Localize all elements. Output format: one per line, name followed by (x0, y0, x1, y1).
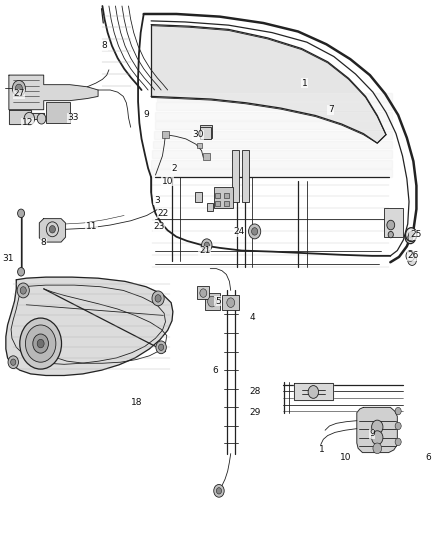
Circle shape (18, 209, 25, 217)
Text: 21: 21 (199, 246, 210, 255)
Bar (200, 125, 212, 138)
Text: 24: 24 (234, 228, 245, 237)
Circle shape (406, 251, 415, 261)
Text: 8: 8 (102, 42, 107, 51)
Circle shape (204, 242, 209, 248)
Bar (215, 200, 220, 206)
Circle shape (156, 341, 166, 354)
Text: 10: 10 (340, 454, 352, 463)
Bar (215, 193, 220, 198)
Text: 7: 7 (328, 105, 334, 114)
Text: 29: 29 (249, 408, 260, 417)
Polygon shape (9, 75, 98, 110)
Text: 18: 18 (131, 398, 143, 407)
Circle shape (8, 356, 18, 368)
Circle shape (406, 228, 417, 241)
Circle shape (248, 224, 261, 239)
Text: 1: 1 (319, 446, 325, 455)
Circle shape (395, 438, 401, 446)
Circle shape (388, 231, 393, 238)
Text: 9: 9 (143, 110, 149, 119)
Text: 22: 22 (158, 209, 169, 218)
Bar (384, 208, 403, 237)
Circle shape (18, 268, 25, 276)
Circle shape (25, 325, 56, 362)
Text: 6: 6 (426, 454, 431, 463)
Bar (232, 150, 239, 201)
Bar (242, 150, 248, 201)
Text: 5: 5 (215, 296, 221, 305)
Polygon shape (6, 277, 173, 375)
Text: 6: 6 (212, 366, 219, 375)
Circle shape (49, 225, 56, 233)
Text: 26: 26 (408, 252, 419, 260)
Circle shape (387, 220, 395, 230)
Circle shape (159, 344, 164, 351)
Circle shape (17, 283, 29, 298)
Text: 30: 30 (192, 130, 204, 139)
Polygon shape (39, 219, 65, 242)
Circle shape (20, 287, 26, 294)
Text: 8: 8 (41, 238, 46, 247)
Text: 1: 1 (302, 78, 307, 87)
Text: 10: 10 (162, 177, 173, 186)
Circle shape (308, 385, 318, 398)
Circle shape (395, 407, 401, 415)
Text: 9: 9 (369, 430, 375, 439)
Circle shape (408, 234, 413, 240)
Circle shape (20, 318, 61, 369)
Text: 23: 23 (153, 222, 165, 231)
Text: 27: 27 (13, 89, 25, 98)
Text: 2: 2 (171, 164, 177, 173)
Bar (222, 295, 240, 310)
Polygon shape (9, 110, 44, 124)
Bar (224, 200, 229, 206)
Circle shape (216, 488, 222, 494)
Bar (200, 127, 211, 139)
Polygon shape (152, 26, 386, 143)
Text: 11: 11 (86, 222, 97, 231)
Polygon shape (294, 383, 333, 400)
Text: 28: 28 (249, 387, 260, 396)
Circle shape (371, 420, 383, 434)
Circle shape (37, 340, 44, 348)
Circle shape (24, 112, 35, 125)
Bar (197, 143, 202, 149)
Text: 25: 25 (410, 230, 421, 239)
Bar (207, 203, 213, 211)
Text: 31: 31 (2, 254, 13, 263)
Circle shape (408, 255, 417, 265)
Circle shape (395, 422, 401, 430)
Text: 3: 3 (154, 196, 159, 205)
Bar (224, 193, 229, 198)
Circle shape (152, 291, 164, 306)
Circle shape (214, 484, 224, 497)
Circle shape (227, 298, 235, 308)
Circle shape (405, 231, 416, 244)
Circle shape (251, 228, 258, 235)
Bar (197, 286, 209, 300)
Bar (162, 132, 169, 138)
Circle shape (200, 289, 207, 297)
Circle shape (409, 231, 414, 238)
Circle shape (37, 114, 46, 124)
Circle shape (11, 359, 16, 366)
Polygon shape (357, 407, 397, 453)
Text: 12: 12 (22, 118, 33, 127)
Bar (46, 102, 70, 123)
Circle shape (208, 296, 216, 307)
Bar (205, 293, 220, 310)
Circle shape (33, 334, 49, 353)
Circle shape (12, 80, 25, 96)
Circle shape (373, 443, 381, 454)
Bar (194, 192, 202, 201)
Circle shape (371, 431, 383, 445)
Circle shape (201, 239, 212, 252)
Circle shape (15, 84, 22, 93)
Bar (203, 153, 210, 160)
Text: 33: 33 (67, 113, 78, 122)
Bar (214, 187, 233, 208)
Text: 4: 4 (250, 312, 255, 321)
Circle shape (155, 295, 161, 302)
